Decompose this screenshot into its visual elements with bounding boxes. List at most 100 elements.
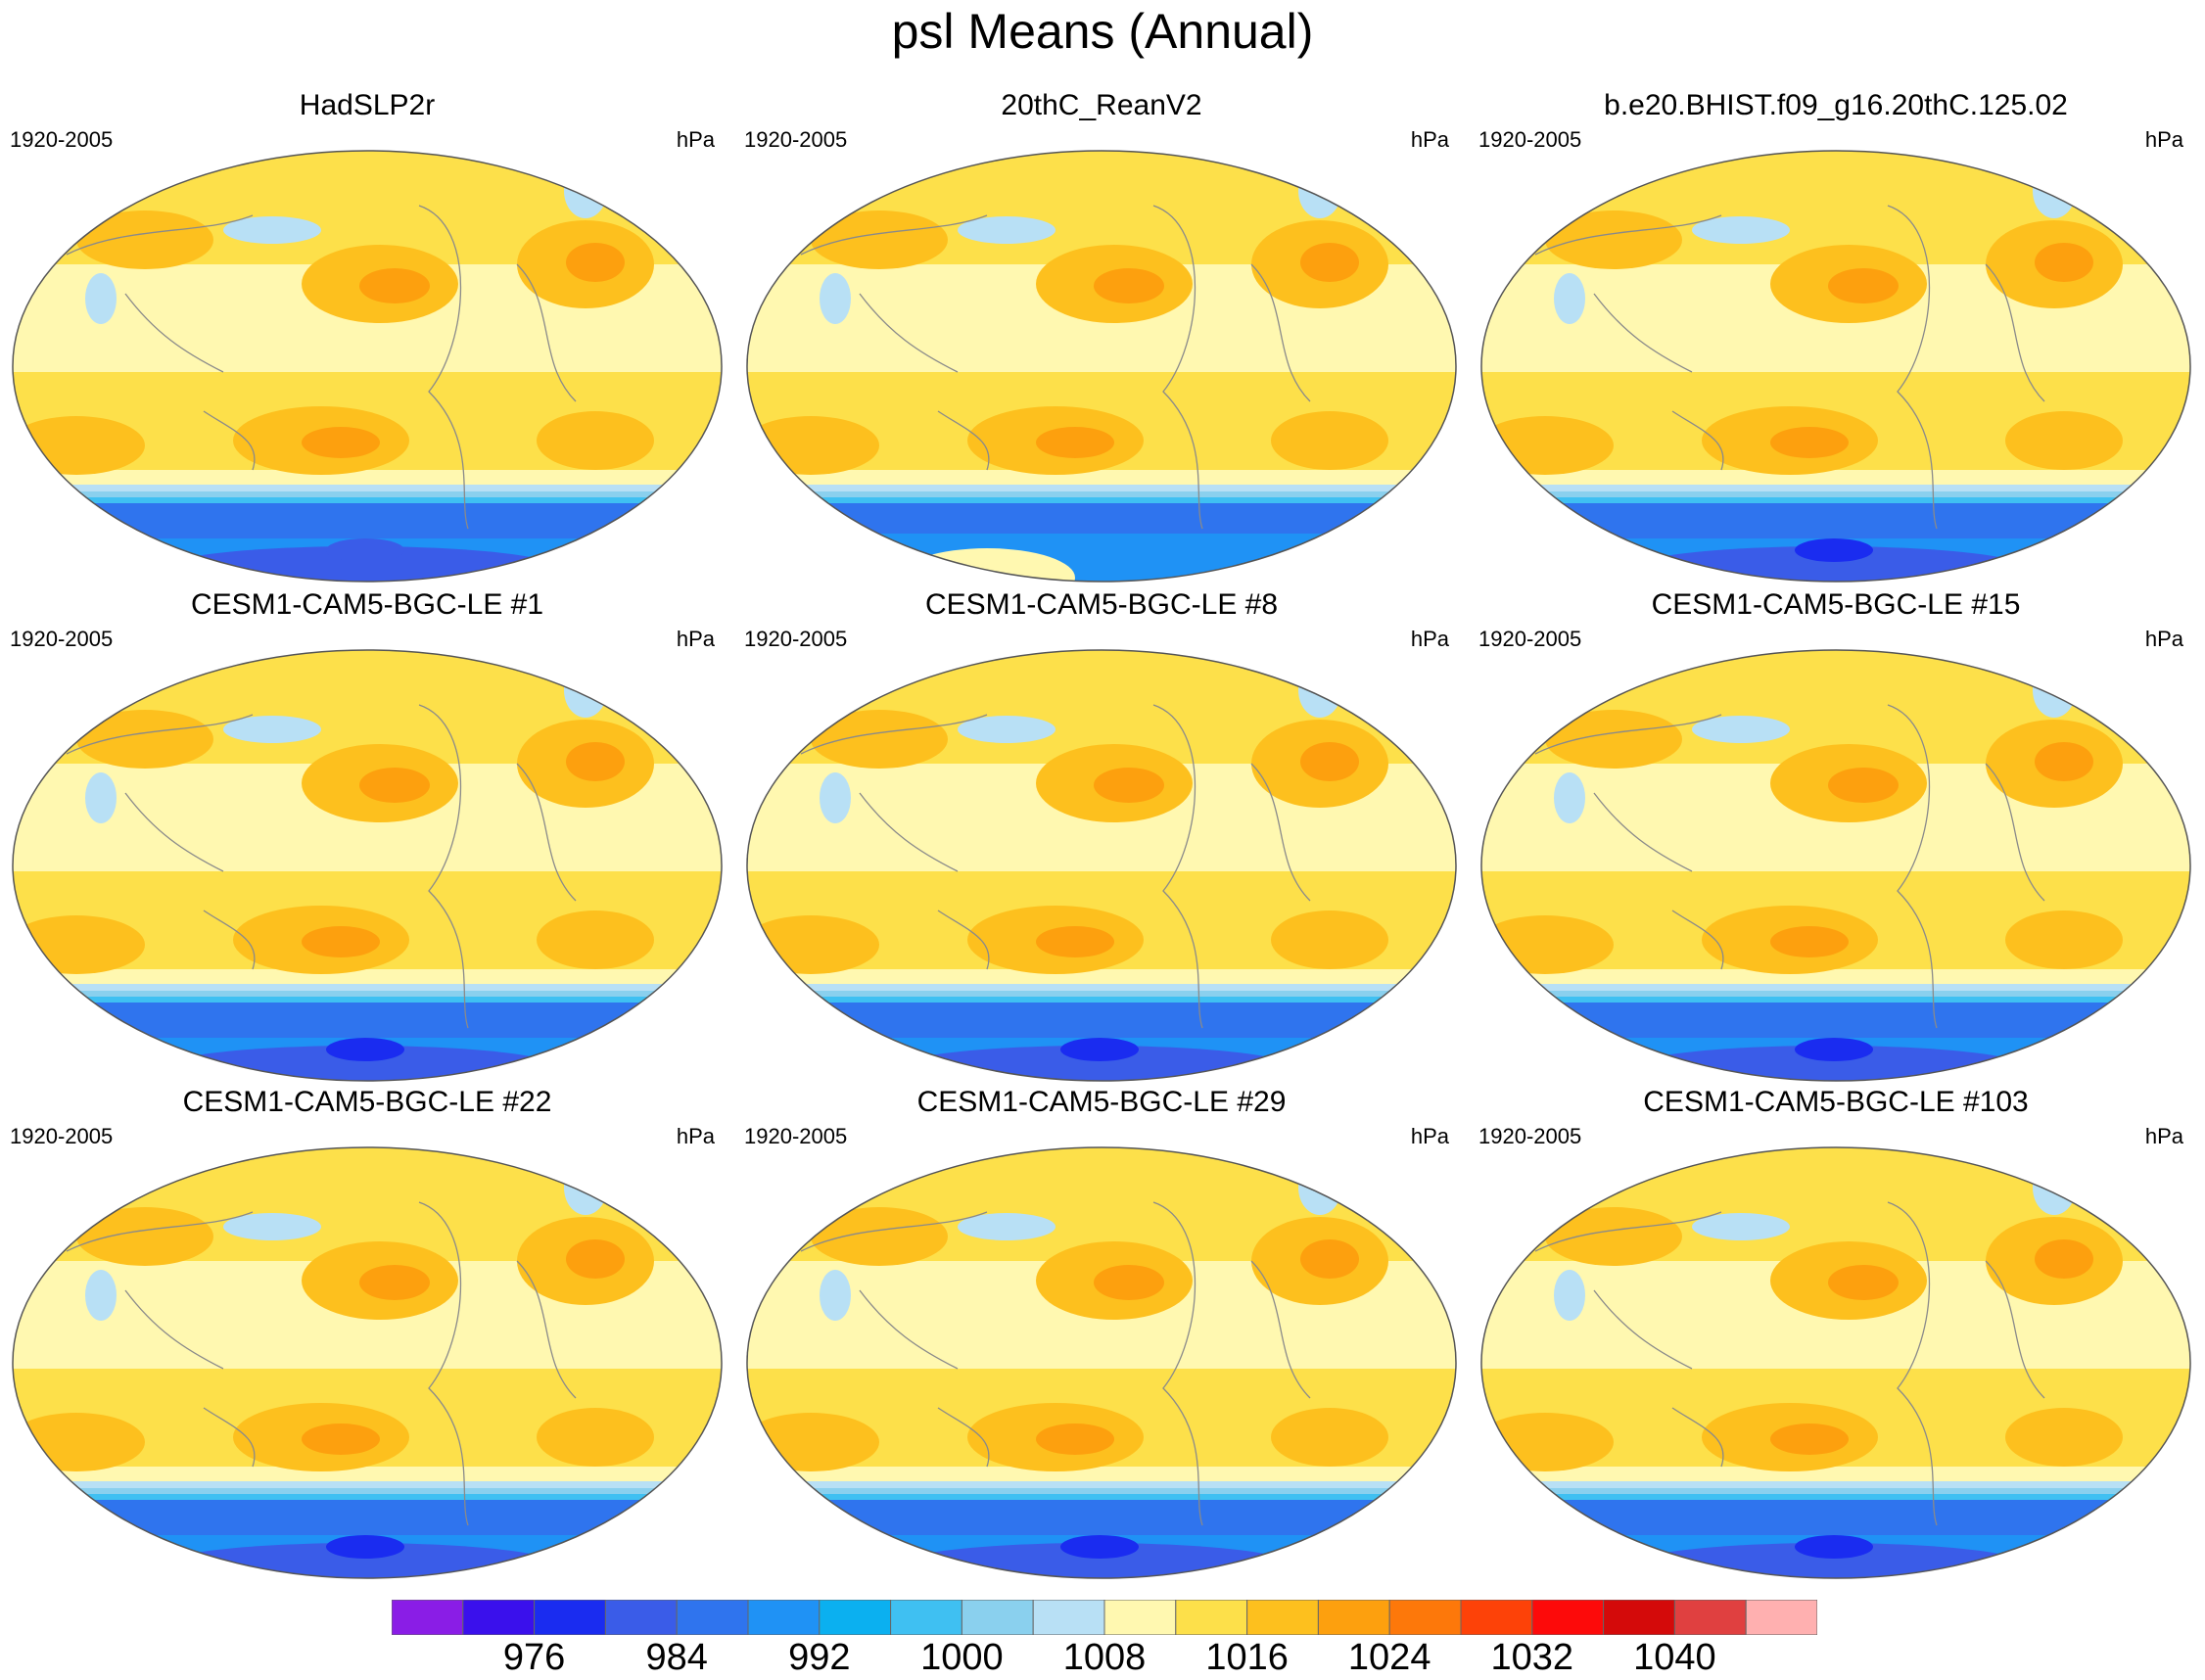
colorbar-label: 1032 xyxy=(1490,1637,1574,1678)
southern-low-core xyxy=(1060,1535,1139,1559)
coastline xyxy=(66,1201,577,1526)
southern-low-core xyxy=(326,538,404,562)
siberian-high xyxy=(76,710,213,769)
coastline xyxy=(66,205,577,530)
north-atlantic-high-core xyxy=(1300,742,1359,781)
south-atlantic-high xyxy=(1271,411,1388,470)
asian-low xyxy=(820,1270,851,1321)
asian-low xyxy=(85,273,117,324)
south-atlantic-high xyxy=(537,910,654,969)
siberian-high xyxy=(811,1207,948,1266)
panel-period: 1920-2005 xyxy=(744,127,848,152)
colorbar-swatch xyxy=(1460,1599,1533,1636)
map-panel: b.e20.BHIST.f09_g16.20thC.125.02 1920-200… xyxy=(1469,88,2203,587)
siberian-high xyxy=(76,210,213,269)
antarctic-plateau xyxy=(106,1553,223,1576)
north-pacific-high-core xyxy=(1094,1265,1164,1300)
panel-title: CESM1-CAM5-BGC-LE #103 xyxy=(1643,1086,2029,1118)
north-pacific-high-core xyxy=(359,768,430,803)
map-border xyxy=(12,649,723,1082)
antarctic-plateau xyxy=(1574,556,1692,580)
panel-units: hPa xyxy=(676,627,715,651)
south-pacific-high-core xyxy=(1036,926,1114,957)
colorbar-swatch xyxy=(1246,1599,1319,1636)
psl-map xyxy=(1480,1146,2191,1579)
north-atlantic-high-core xyxy=(1300,243,1359,282)
map-panel: HadSLP2r 1920-2005 hPa xyxy=(0,88,734,587)
south-pacific-high-core xyxy=(1036,427,1114,458)
colorbar-swatch xyxy=(1175,1599,1248,1636)
colorbar xyxy=(391,1599,1818,1636)
panel-units: hPa xyxy=(676,1124,715,1148)
map-border xyxy=(746,1146,1457,1579)
icelandic-low xyxy=(2033,663,2076,718)
antarctic-plateau xyxy=(840,1055,958,1079)
colorbar-swatch xyxy=(604,1599,678,1636)
colorbar-label: 1008 xyxy=(1062,1637,1147,1678)
icelandic-low xyxy=(564,1160,607,1215)
north-pacific-high-core xyxy=(1828,768,1899,803)
panel-title: CESM1-CAM5-BGC-LE #8 xyxy=(924,588,1279,621)
antarctic-plateau xyxy=(1574,1553,1692,1576)
panel-period: 1920-2005 xyxy=(744,1124,848,1148)
map-border xyxy=(1480,1146,2191,1579)
map-panel: CESM1-CAM5-BGC-LE #8 1920-2005 hPa xyxy=(734,587,1469,1087)
panel-title: CESM1-CAM5-BGC-LE #1 xyxy=(190,588,544,621)
asian-low xyxy=(1554,772,1585,823)
asian-low xyxy=(1554,1270,1585,1321)
north-pacific-high-core xyxy=(1094,268,1164,303)
indian-ocean-high xyxy=(13,416,145,475)
siberian-high xyxy=(811,710,948,769)
colorbar-swatch xyxy=(890,1599,962,1636)
coastline xyxy=(800,1201,1311,1526)
indian-ocean-high xyxy=(1481,915,1614,974)
north-atlantic-high-core xyxy=(566,243,625,282)
map-panel: CESM1-CAM5-BGC-LE #103 1920-2005 hPa xyxy=(1469,1085,2203,1584)
map-panel: 20thC_ReanV2 1920-2005 hPa xyxy=(734,88,1469,587)
north-atlantic-high-core xyxy=(2035,243,2093,282)
south-atlantic-high xyxy=(1271,1408,1388,1467)
panel-units: hPa xyxy=(676,127,715,152)
panel-units: hPa xyxy=(2144,127,2183,152)
north-atlantic-high-core xyxy=(566,742,625,781)
panel-units: hPa xyxy=(1410,1124,1449,1148)
south-pacific-high-core xyxy=(302,1423,380,1455)
indian-ocean-high xyxy=(1481,416,1614,475)
psl-map xyxy=(12,150,723,583)
indian-ocean-high xyxy=(747,416,879,475)
north-atlantic-high-core xyxy=(2035,1239,2093,1279)
aleutian-low xyxy=(958,716,1056,743)
colorbar-swatch xyxy=(1603,1599,1675,1636)
icelandic-low xyxy=(564,163,607,218)
panel-title: 20thC_ReanV2 xyxy=(1001,89,1202,121)
south-atlantic-high xyxy=(2005,910,2123,969)
colorbar-swatch xyxy=(747,1599,821,1636)
colorbar-swatch xyxy=(391,1599,464,1636)
panel-units: hPa xyxy=(2144,1124,2183,1148)
panel-units: hPa xyxy=(2144,627,2183,651)
south-pacific-high-core xyxy=(1770,926,1849,957)
north-pacific-high-core xyxy=(359,268,430,303)
icelandic-low xyxy=(1298,663,1341,718)
south-pacific-high-core xyxy=(1036,1423,1114,1455)
colorbar-swatch xyxy=(961,1599,1034,1636)
colorbar-label: 1040 xyxy=(1633,1637,1716,1678)
coastline xyxy=(800,704,1311,1029)
panel-title: HadSLP2r xyxy=(299,89,436,121)
siberian-high xyxy=(76,1207,213,1266)
south-pacific-high-core xyxy=(1770,427,1849,458)
icelandic-low xyxy=(1298,163,1341,218)
colorbar-swatch xyxy=(819,1599,892,1636)
panel-title: CESM1-CAM5-BGC-LE #22 xyxy=(182,1086,552,1118)
panel-period: 1920-2005 xyxy=(10,127,114,152)
colorbar-swatch xyxy=(1388,1599,1462,1636)
south-atlantic-high xyxy=(2005,411,2123,470)
icelandic-low xyxy=(1298,1160,1341,1215)
colorbar-swatch xyxy=(462,1599,536,1636)
south-atlantic-high xyxy=(537,411,654,470)
antarctic-plateau xyxy=(840,1553,958,1576)
psl-map xyxy=(12,649,723,1082)
siberian-high xyxy=(1545,1207,1682,1266)
aleutian-low xyxy=(1692,216,1790,244)
psl-map xyxy=(12,1146,723,1579)
